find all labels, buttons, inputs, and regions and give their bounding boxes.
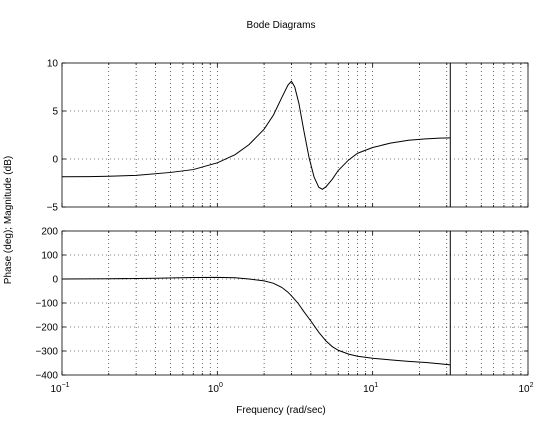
x-tick-label: 102: [518, 382, 533, 395]
y-tick-label: 0: [52, 275, 58, 286]
chart-title: Bode Diagrams: [247, 20, 316, 31]
x-axis-label: Frequency (rad/sec): [236, 405, 325, 416]
y-tick-label: −400: [35, 371, 58, 382]
phase-curve: [61, 276, 451, 366]
x-tick-label: 101: [363, 382, 378, 395]
magnitude-curve: [61, 80, 451, 190]
y-axis-label: Phase (deg); Magnitude (dB): [3, 156, 14, 284]
y-tick-label: 200: [41, 227, 58, 238]
y-tick-label: 0: [52, 155, 58, 166]
y-tick-label: −200: [35, 323, 58, 334]
magnitude-panel: 10 5 0 −5: [47, 59, 529, 214]
y-tick-label: −100: [35, 299, 58, 310]
y-tick-label: −300: [35, 347, 58, 358]
y-tick-label: 10: [47, 59, 59, 70]
x-tick-label: 10−1: [50, 382, 69, 395]
axes-frame: [61, 62, 529, 208]
x-tick-label: 100: [208, 382, 223, 395]
y-tick-label: 5: [52, 107, 58, 118]
y-tick-label: −5: [47, 203, 59, 214]
y-tick-label: 100: [41, 251, 58, 262]
phase-panel: 200 100 0 −100 −200 −300 −400: [35, 227, 529, 382]
